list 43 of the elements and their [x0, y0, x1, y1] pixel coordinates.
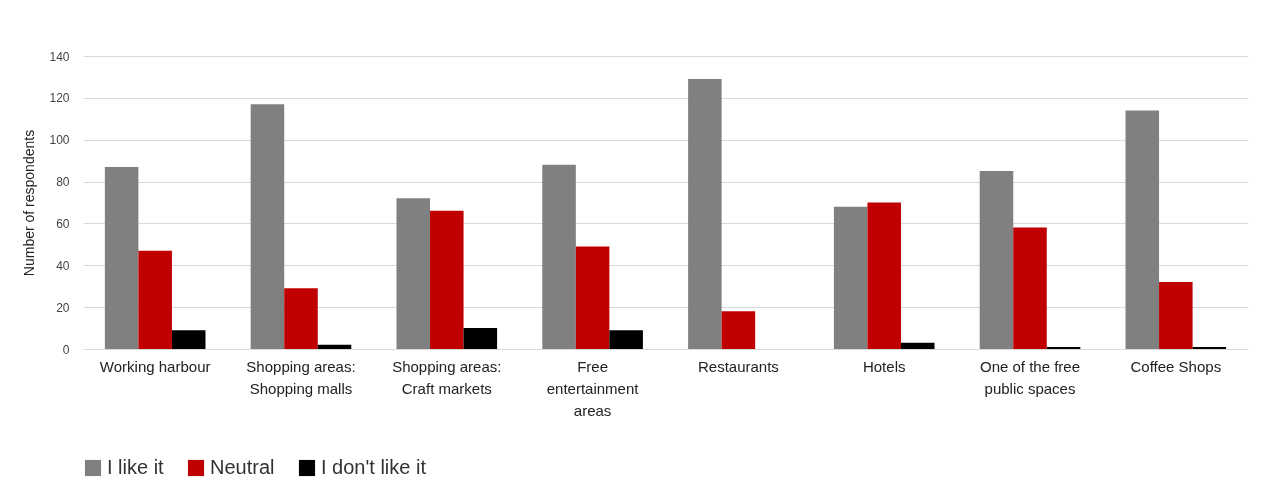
bar — [1013, 227, 1047, 349]
bar — [609, 330, 643, 349]
x-tick-label: Hotels — [862, 357, 906, 375]
y-axis-title: Number of respondents — [21, 129, 38, 277]
bar — [688, 79, 722, 349]
legend-label: I don't like it — [321, 456, 427, 478]
bar — [575, 246, 610, 349]
bar — [900, 342, 935, 349]
bar — [1192, 346, 1227, 349]
bar — [867, 202, 901, 349]
x-tick-label: Coffee Shops — [1130, 357, 1222, 375]
y-tick-label: 120 — [49, 91, 70, 106]
bar — [833, 206, 868, 349]
x-tick-label: Free entertainment areas — [546, 357, 640, 419]
legend-label: Neutral — [210, 456, 275, 478]
y-tick-label: 60 — [56, 216, 70, 231]
bar — [250, 104, 285, 349]
y-tick-label: 0 — [62, 342, 70, 357]
x-tick-label: Working harbour — [99, 357, 211, 375]
bar — [979, 171, 1014, 349]
bar — [463, 328, 498, 349]
y-tick-label: 40 — [56, 258, 70, 273]
y-tick-label: 20 — [56, 300, 70, 315]
bar — [1159, 282, 1193, 349]
x-tick-label: Restaurants — [697, 357, 779, 375]
legend-label: I like it — [107, 456, 165, 478]
x-tick-label: Shopping areas: Shopping malls — [246, 357, 356, 397]
bar — [721, 311, 756, 349]
y-tick-label: 140 — [49, 49, 70, 64]
bar — [104, 166, 139, 349]
bar — [284, 288, 318, 349]
bar — [430, 210, 464, 349]
bar — [1125, 110, 1160, 349]
bar — [171, 330, 206, 349]
x-tick-label: One of the free public spaces — [979, 357, 1081, 397]
bar — [396, 198, 431, 349]
y-tick-label: 100 — [49, 133, 70, 148]
y-tick-label: 80 — [56, 175, 70, 190]
bar — [1046, 346, 1081, 349]
bar — [138, 250, 172, 349]
x-tick-label: Shopping areas: Craft markets — [392, 357, 502, 397]
bar — [317, 344, 352, 349]
bar — [542, 164, 576, 349]
